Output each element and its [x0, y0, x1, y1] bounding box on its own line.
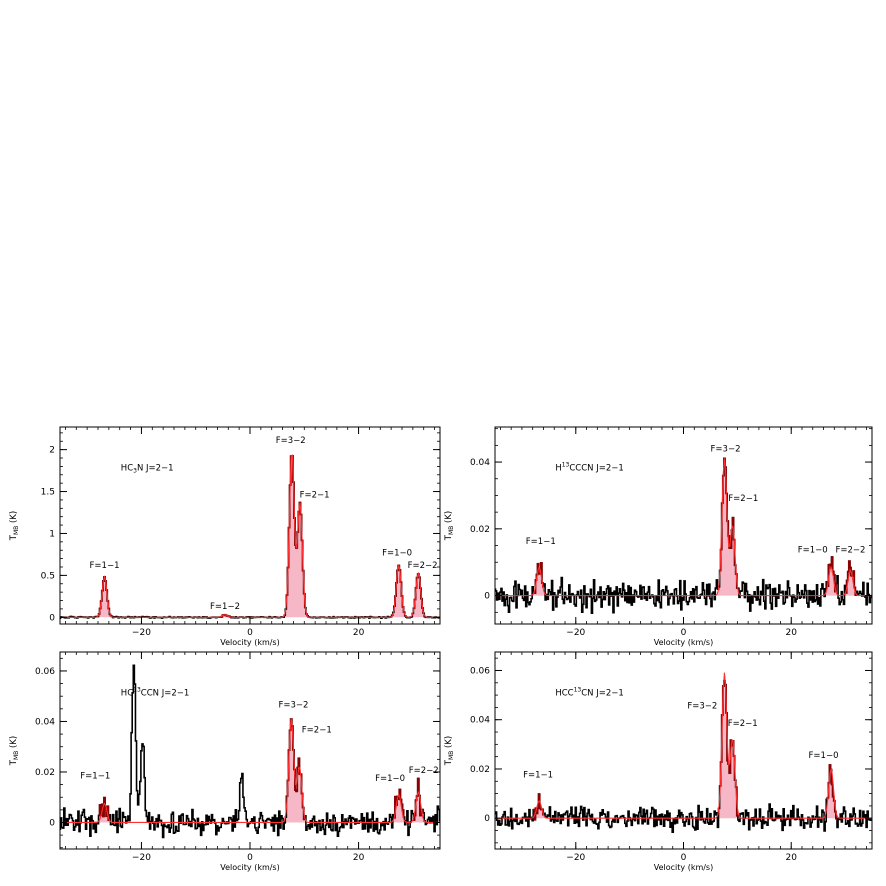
x-tick-label: 20: [785, 853, 797, 863]
hyperfine-label: F=3−2: [687, 702, 717, 712]
chart-panel-h13cccn: −20 0 20 0 0.02 0.04 Velocity (km/s) TMB (K) H13…: [444, 426, 873, 647]
hyperfine-label: F=1−1: [526, 537, 556, 547]
chart-panel-hc13ccn: −20 0 20 0 0.02 0.04 0.06 Velocity (km/s) TMB (K…: [9, 651, 441, 872]
hyperfine-label: F=2−1: [300, 490, 330, 500]
spectrum-h13cccn: [495, 457, 872, 614]
line-peak-hc13ccn-0: [98, 796, 110, 822]
x-axis-label: Velocity (km/s): [220, 638, 279, 647]
hyperfine-label: F=1−0: [375, 774, 405, 784]
molecule-label: HCC13CN J=2−1: [555, 686, 623, 698]
hyperfine-label: F=1−0: [382, 548, 412, 558]
line-peak-hc13ccn-4: [413, 777, 425, 821]
y-axis-label: TMB (K): [9, 511, 20, 541]
x-tick-label: 20: [353, 853, 365, 863]
hyperfine-label: F=3−2: [711, 444, 741, 454]
y-axis-label: TMB (K): [444, 736, 455, 766]
hyperfine-label: F=2−1: [728, 494, 758, 504]
hyperfine-label: F=1−1: [80, 771, 110, 781]
x-tick-label: −20: [132, 628, 151, 638]
y-tick-label: 1.5: [41, 488, 55, 498]
y-tick-label: 0.5: [41, 571, 55, 581]
y-tick-label: 0.04: [470, 458, 490, 468]
hyperfine-label: F=1−1: [90, 561, 120, 571]
fit-curve-h13cccn: [495, 458, 872, 597]
y-tick-label: 0.02: [470, 525, 490, 535]
y-tick-label: 0.04: [35, 717, 55, 727]
y-tick-label: 0: [49, 818, 55, 828]
hyperfine-label: F=1−0: [809, 751, 839, 761]
x-tick-label: 0: [247, 853, 253, 863]
x-tick-label: −20: [566, 628, 585, 638]
y-axis-label: TMB (K): [9, 736, 20, 766]
molecule-label: HC13CCN J=2−1: [121, 686, 189, 698]
x-tick-label: −20: [566, 853, 585, 863]
x-tick-label: 0: [681, 853, 687, 863]
y-tick-label: 0.06: [470, 666, 490, 676]
y-tick-label: 0.02: [35, 768, 55, 778]
x-axis-label: Velocity (km/s): [654, 638, 713, 647]
hyperfine-label: F=3−2: [278, 701, 308, 711]
y-tick-label: 0.06: [35, 667, 55, 677]
y-tick-label: 0.02: [470, 765, 490, 775]
hyperfine-label: F=2−1: [302, 725, 332, 735]
y-tick-label: 0: [49, 613, 55, 623]
y-axis-label: TMB (K): [444, 511, 455, 541]
x-axis-label: Velocity (km/s): [654, 863, 713, 872]
x-tick-label: 0: [681, 628, 687, 638]
line-peak-hc13ccn-3: [393, 788, 405, 819]
x-tick-label: 0: [247, 628, 253, 638]
y-tick-label: 0.04: [470, 716, 490, 726]
hyperfine-label: F=2−2: [408, 561, 438, 571]
hyperfine-label: F=2−1: [728, 719, 758, 729]
y-tick-label: 2: [49, 446, 55, 456]
y-tick-label: 1: [49, 529, 55, 539]
hyperfine-label: F=1−2: [210, 602, 240, 612]
hyperfine-label: F=1−1: [523, 771, 553, 781]
molecule-label: H13CCCN J=2−1: [555, 461, 623, 473]
hyperfine-label: F=3−2: [276, 436, 306, 446]
x-tick-label: 20: [785, 628, 797, 638]
x-axis-label: Velocity (km/s): [220, 863, 279, 872]
y-tick-label: 0: [484, 592, 490, 602]
x-tick-label: −20: [132, 853, 151, 863]
hyperfine-label: F=2−2: [409, 766, 439, 776]
molecule-label: HC3N J=2−1: [121, 463, 174, 474]
fit-curve-hcc13cn: [495, 672, 872, 819]
hyperfine-label: F=1−0: [798, 546, 828, 556]
chart-panel-hcc13cn: −20 0 20 0 0.02 0.04 0.06 Velocity (km/s) TMB (K…: [444, 651, 873, 872]
chart-panel-hc3n: −20 0 20 0 0.5 1 1.5 2 Velocity (km/s) TMB (K) HC3…: [9, 426, 441, 647]
y-tick-label: 0: [484, 814, 490, 824]
hyperfine-label: F=2−2: [835, 546, 865, 556]
fit-curve-hc13ccn: [60, 718, 440, 824]
x-tick-label: 20: [353, 628, 365, 638]
